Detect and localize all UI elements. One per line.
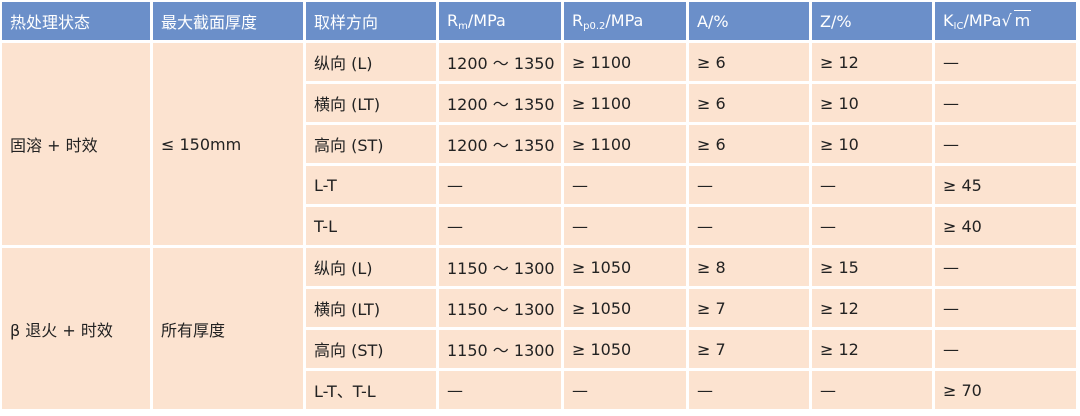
table-cell: —	[935, 84, 1076, 122]
table-cell: —	[812, 166, 932, 204]
table-row: 横向 (LT) 1200 ～ 1350 ≥ 1100 ≥ 6 ≥ 10—	[2, 84, 1076, 122]
table-cell: —	[439, 207, 561, 245]
table-cell: L-T	[306, 166, 436, 204]
table-row: 横向 (LT) 1150 ～ 1300 ≥ 1050 ≥ 7 ≥ 12—	[2, 289, 1076, 327]
table-cell: —	[935, 43, 1076, 81]
table-row: 高向 (ST) 1150 ～ 1300 ≥ 1050 ≥ 7 ≥ 12—	[2, 330, 1076, 368]
table-cell: 高向 (ST)	[306, 125, 436, 163]
table-cell: —	[935, 330, 1076, 368]
table-cell: 纵向 (L)	[306, 43, 436, 81]
table-cell: —	[689, 371, 809, 409]
header-z: Z/%	[812, 2, 932, 40]
table-cell: 1150 ～ 1300	[439, 289, 561, 327]
header-state: 热处理状态	[2, 2, 150, 40]
table-cell: ≥ 7	[689, 289, 809, 327]
table-cell: —	[812, 371, 932, 409]
table-cell: 1150 ～ 1300	[439, 330, 561, 368]
table-row: T-L — — — — ≥ 40	[2, 207, 1076, 245]
header-rm: Rm/MPa	[439, 2, 561, 40]
cell-thickness: ≤ 150mm	[153, 43, 303, 245]
table-cell: 1200 ～ 1350	[439, 43, 561, 81]
table-cell: —	[689, 166, 809, 204]
table-cell: 横向 (LT)	[306, 84, 436, 122]
header-rp: Rp0.2/MPa	[564, 2, 686, 40]
table-cell: 1200 ～ 1350	[439, 125, 561, 163]
table-cell: T-L	[306, 207, 436, 245]
table-cell: —	[564, 371, 686, 409]
table-cell: —	[812, 207, 932, 245]
header-direction: 取样方向	[306, 2, 436, 40]
table-cell: 1200 ～ 1350	[439, 84, 561, 122]
table-cell: ≥ 1100	[564, 84, 686, 122]
table-cell: —	[439, 371, 561, 409]
table-cell: L-T、T-L	[306, 371, 436, 409]
table-cell: ≥ 12	[812, 289, 932, 327]
table-cell: —	[689, 207, 809, 245]
cell-state: β 退火 + 时效	[2, 248, 150, 409]
table-cell: ≥ 1100	[564, 43, 686, 81]
table-cell: ≥ 45	[935, 166, 1076, 204]
table-cell: ≥ 10	[812, 84, 932, 122]
table-row: β 退火 + 时效 所有厚度 纵向 (L) 1150 ～ 1300 ≥ 1050 ≥ 8 ≥…	[2, 248, 1076, 409]
table-row: 固溶 + 时效 ≤ 150mm 纵向 (L) 1200 ～ 1350 ≥ 1100 ≥ 6…	[2, 43, 1076, 245]
table-row: L-T、T-L — — — — ≥ 70	[2, 371, 1076, 409]
table-cell: 横向 (LT)	[306, 289, 436, 327]
table-cell: ≥ 15	[812, 248, 932, 286]
table-cell: ≥ 12	[812, 43, 932, 81]
table-cell: —	[935, 289, 1076, 327]
table-cell: —	[564, 207, 686, 245]
table-cell: —	[564, 166, 686, 204]
table-cell: ≥ 1050	[564, 289, 686, 327]
table-row: L-T — — — — ≥ 45	[2, 166, 1076, 204]
cell-state: 固溶 + 时效	[2, 43, 150, 245]
table-cell: ≥ 8	[689, 248, 809, 286]
table-cell: ≥ 6	[689, 125, 809, 163]
table-cell: 1150 ～ 1300	[439, 248, 561, 286]
table-cell: —	[935, 248, 1076, 286]
table-cell: —	[935, 125, 1076, 163]
table-cell: ≥ 70	[935, 371, 1076, 409]
table-row: 高向 (ST) 1200 ～ 1350 ≥ 1100 ≥ 6 ≥ 10—	[2, 125, 1076, 163]
header-row: 热处理状态 最大截面厚度 取样方向 Rm/MPa Rp0.2/MPa A/% Z…	[2, 2, 1076, 40]
header-thickness: 最大截面厚度	[153, 2, 303, 40]
table-cell: ≥ 10	[812, 125, 932, 163]
table-cell: ≥ 7	[689, 330, 809, 368]
table-cell: ≥ 6	[689, 84, 809, 122]
table-cell: —	[439, 166, 561, 204]
table-cell: ≥ 6	[689, 43, 809, 81]
table-cell: ≥ 1100	[564, 125, 686, 163]
table-cell: 纵向 (L)	[306, 248, 436, 286]
table-cell: ≥ 40	[935, 207, 1076, 245]
header-a: A/%	[689, 2, 809, 40]
header-kic: KIC/MPa√ m	[935, 2, 1076, 40]
table-cell: 高向 (ST)	[306, 330, 436, 368]
cell-thickness: 所有厚度	[153, 248, 303, 409]
table-cell: ≥ 1050	[564, 330, 686, 368]
table-cell: ≥ 12	[812, 330, 932, 368]
table-cell: ≥ 1050	[564, 248, 686, 286]
